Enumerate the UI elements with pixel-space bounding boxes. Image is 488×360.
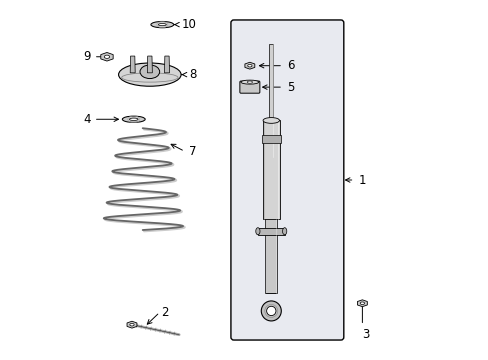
Polygon shape [147, 56, 152, 73]
Polygon shape [357, 300, 366, 307]
Polygon shape [130, 56, 135, 73]
Polygon shape [101, 53, 113, 61]
Ellipse shape [118, 63, 181, 86]
Ellipse shape [122, 116, 145, 122]
Ellipse shape [129, 118, 138, 121]
Ellipse shape [247, 64, 251, 67]
Ellipse shape [282, 228, 286, 235]
Polygon shape [268, 44, 273, 157]
Text: 3: 3 [362, 328, 369, 341]
Ellipse shape [158, 23, 166, 26]
Text: 9: 9 [83, 50, 90, 63]
Ellipse shape [266, 306, 275, 316]
Polygon shape [262, 135, 280, 143]
Ellipse shape [241, 80, 258, 84]
Ellipse shape [151, 22, 173, 28]
Text: 10: 10 [182, 18, 197, 31]
Polygon shape [244, 62, 254, 69]
FancyBboxPatch shape [240, 81, 259, 93]
Ellipse shape [246, 81, 252, 83]
Text: 4: 4 [83, 113, 90, 126]
Polygon shape [164, 56, 169, 73]
Polygon shape [264, 219, 277, 293]
Text: 6: 6 [287, 59, 294, 72]
Ellipse shape [255, 228, 260, 235]
Polygon shape [257, 228, 284, 235]
Text: 1: 1 [358, 174, 366, 186]
FancyBboxPatch shape [230, 20, 343, 340]
Ellipse shape [261, 301, 281, 321]
Ellipse shape [360, 302, 364, 305]
Polygon shape [263, 121, 279, 219]
Polygon shape [127, 321, 137, 328]
Text: 2: 2 [162, 306, 169, 319]
Text: 7: 7 [189, 145, 196, 158]
Ellipse shape [263, 118, 279, 123]
Ellipse shape [130, 323, 134, 326]
Text: 8: 8 [189, 68, 196, 81]
Ellipse shape [104, 55, 109, 58]
Ellipse shape [140, 65, 160, 78]
Text: 5: 5 [287, 81, 294, 94]
